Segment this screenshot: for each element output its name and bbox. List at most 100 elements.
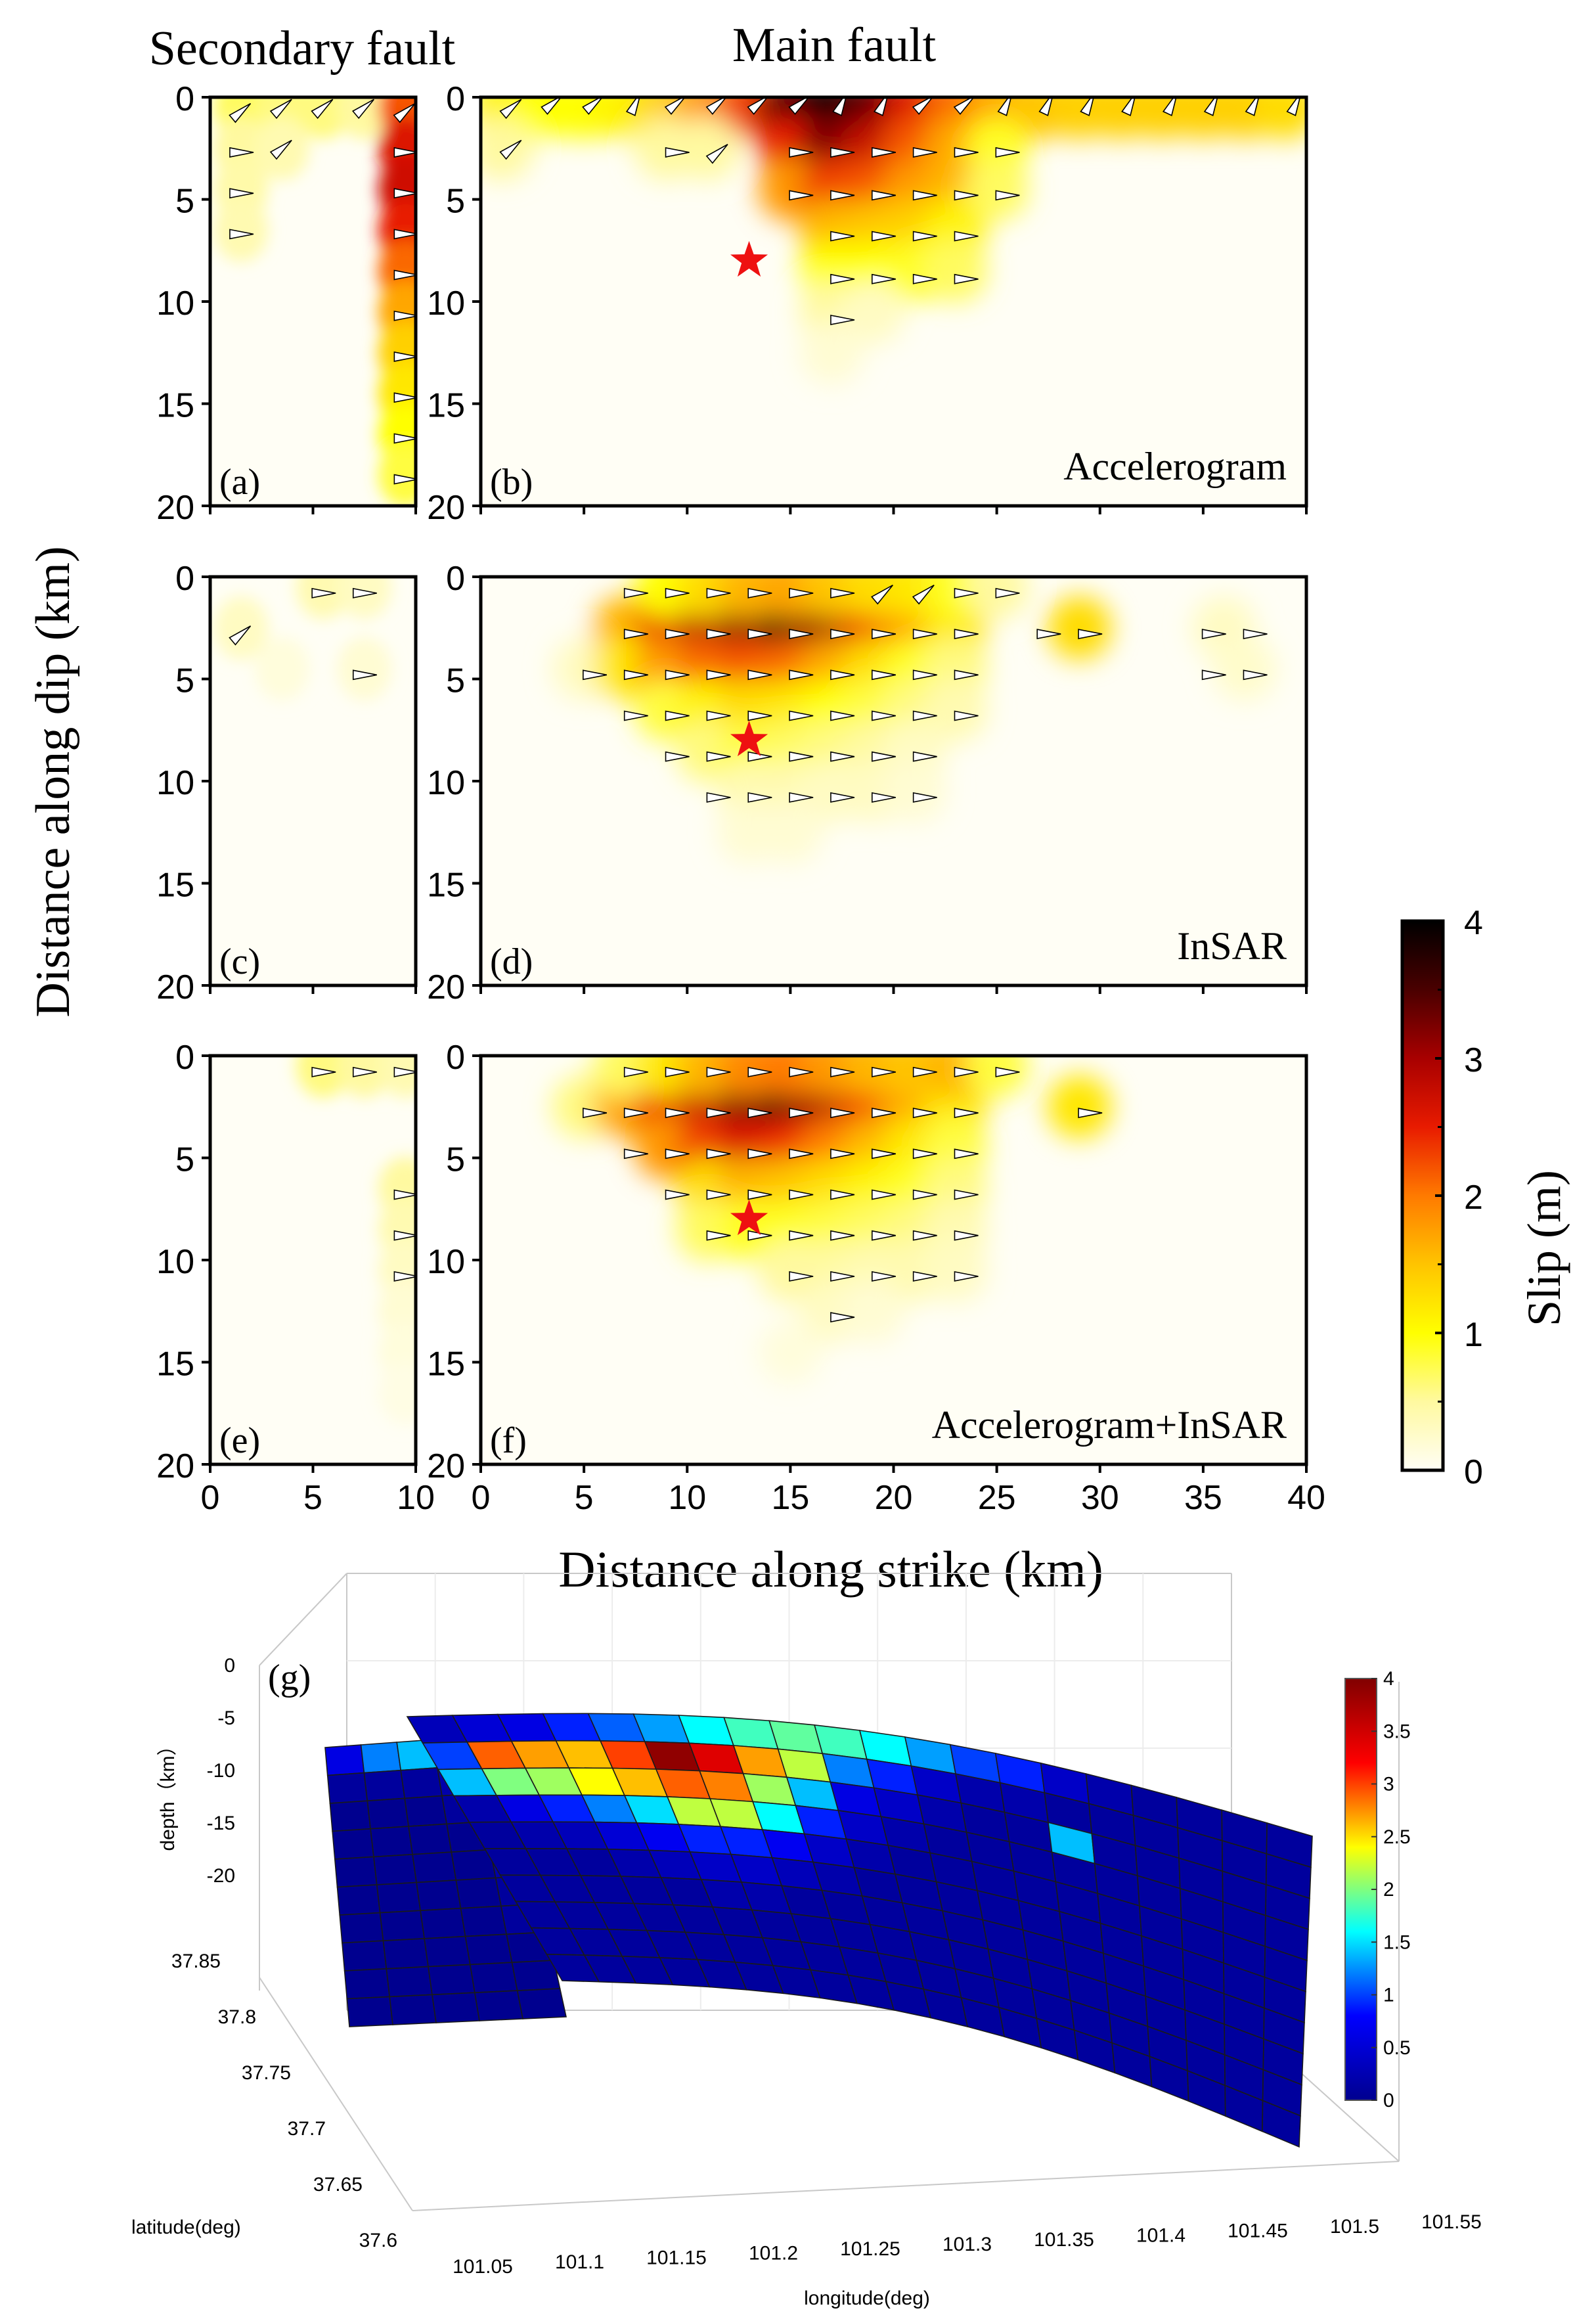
z-tick-label: -10	[207, 1760, 235, 1782]
lon-tick-label: 101.25	[840, 2238, 900, 2260]
x-axis-label: Distance along strike (km)	[558, 1541, 1103, 1598]
slip-patch	[964, 1056, 1029, 1098]
slip-patch	[758, 1320, 823, 1384]
rake-arrow	[583, 1108, 607, 1119]
jet-colorbar-tick-label: 0.5	[1383, 2037, 1411, 2059]
rake-arrow	[393, 146, 416, 158]
sec-slip-field	[213, 577, 392, 701]
rake-arrow	[747, 669, 772, 681]
rake-arrow	[830, 231, 855, 242]
rake-arrow	[830, 315, 855, 325]
jet-colorbar-tick-label: 1	[1383, 1985, 1394, 2006]
rake-arrow	[954, 669, 979, 681]
rake-arrow	[623, 587, 648, 598]
rake-arrow	[352, 669, 377, 681]
lat-tick-label: 37.6	[359, 2230, 397, 2251]
fault-cell	[416, 1880, 462, 1912]
rake-arrow	[393, 229, 416, 240]
slip-patch	[296, 1056, 351, 1098]
rake-arrow	[830, 710, 855, 721]
fault-cell	[342, 1940, 388, 1972]
rake-arrow	[393, 310, 416, 321]
rake-arrow	[912, 190, 937, 201]
rake-arrow	[747, 1108, 772, 1119]
slip-patch	[378, 443, 416, 506]
slip-patch	[255, 637, 310, 701]
rake-arrow	[954, 1066, 979, 1077]
rake-arrow	[623, 710, 648, 721]
rake-arrow	[665, 710, 690, 721]
rake-arrow	[393, 351, 416, 362]
y-tick-label: 5	[175, 183, 194, 221]
rake-arrow	[789, 1148, 814, 1160]
rake-arrow	[623, 1148, 648, 1160]
rake-arrow	[912, 97, 935, 115]
y-tick-label: 10	[156, 764, 194, 802]
rake-arrow	[871, 584, 893, 605]
secondary-fault-header: Secondary fault	[149, 22, 456, 76]
rake-arrow	[953, 97, 976, 115]
y-tick-label: 15	[156, 387, 194, 425]
fault-cell	[329, 1800, 371, 1832]
rake-arrow	[789, 751, 814, 762]
rake-arrow	[830, 1271, 855, 1282]
rake-arrow	[747, 1189, 772, 1200]
slip-patch	[378, 1361, 416, 1425]
lon-axis-label: longitude(deg)	[804, 2287, 930, 2309]
y-tick-label: 10	[427, 764, 465, 802]
lon-tick-label: 101.1	[555, 2251, 604, 2273]
fault-cell	[339, 1912, 384, 1944]
rake-arrow	[871, 1108, 896, 1119]
rake-arrow	[706, 1230, 731, 1241]
y-tick-label: 0	[446, 560, 465, 598]
lat-tick-label: 37.8	[218, 2006, 256, 2028]
fault-cell	[408, 1823, 453, 1855]
fault-cell	[373, 1853, 418, 1885]
axis-box-line	[412, 2161, 1400, 2211]
rake-arrow	[830, 190, 855, 201]
y-tick-label: 20	[427, 968, 465, 1006]
rake-arrow	[912, 669, 937, 681]
jet-colorbar-tick-label: 3	[1383, 1774, 1394, 1795]
rake-arrow	[706, 669, 731, 681]
y-tick-label: 20	[156, 1447, 194, 1485]
x-tick-label: 30	[1081, 1479, 1119, 1517]
rake-arrow	[912, 146, 937, 158]
jet-colorbar-tick-label: 2.5	[1383, 1826, 1411, 1848]
lat-axis-label: latitude(deg)	[131, 2217, 241, 2238]
lon-tick-label: 101.5	[1330, 2216, 1379, 2238]
lon-tick-label: 101.35	[1034, 2229, 1094, 2251]
slip-patch	[1212, 637, 1277, 701]
y-tick-label: 5	[175, 1141, 194, 1179]
y-tick-label: 15	[427, 387, 465, 425]
rake-arrow	[393, 1189, 416, 1200]
rake-arrow	[1036, 629, 1061, 640]
x-tick-label: 0	[472, 1479, 491, 1517]
rake-arrow	[789, 710, 814, 721]
x-tick-label: 20	[875, 1479, 913, 1517]
rake-arrow	[954, 146, 979, 158]
y-tick-label: 5	[446, 1141, 465, 1179]
rake-arrow	[664, 97, 687, 115]
slip-patch	[378, 1056, 416, 1098]
rake-arrow	[871, 231, 896, 242]
lon-tick-label: 101.15	[646, 2247, 707, 2268]
slip-patch	[881, 759, 946, 824]
rake-arrow	[830, 1189, 855, 1200]
fault-cell	[370, 1826, 414, 1858]
rake-arrow	[830, 629, 855, 640]
fault-cell	[376, 1882, 422, 1914]
rake-arrow	[747, 792, 772, 803]
rake-arrow	[871, 629, 896, 640]
fault-cell	[400, 1767, 443, 1799]
fault-cell	[363, 1769, 406, 1802]
fault-cell	[334, 1856, 378, 1888]
rake-arrow	[706, 792, 731, 803]
hypocenter-star	[730, 240, 768, 277]
rake-arrow	[665, 146, 690, 158]
rake-arrow	[393, 474, 416, 485]
jet-colorbar-tick-label: 1.5	[1383, 1931, 1411, 1953]
rake-arrow	[954, 1148, 979, 1160]
rake-arrow	[954, 710, 979, 721]
rake-arrow	[269, 99, 292, 120]
